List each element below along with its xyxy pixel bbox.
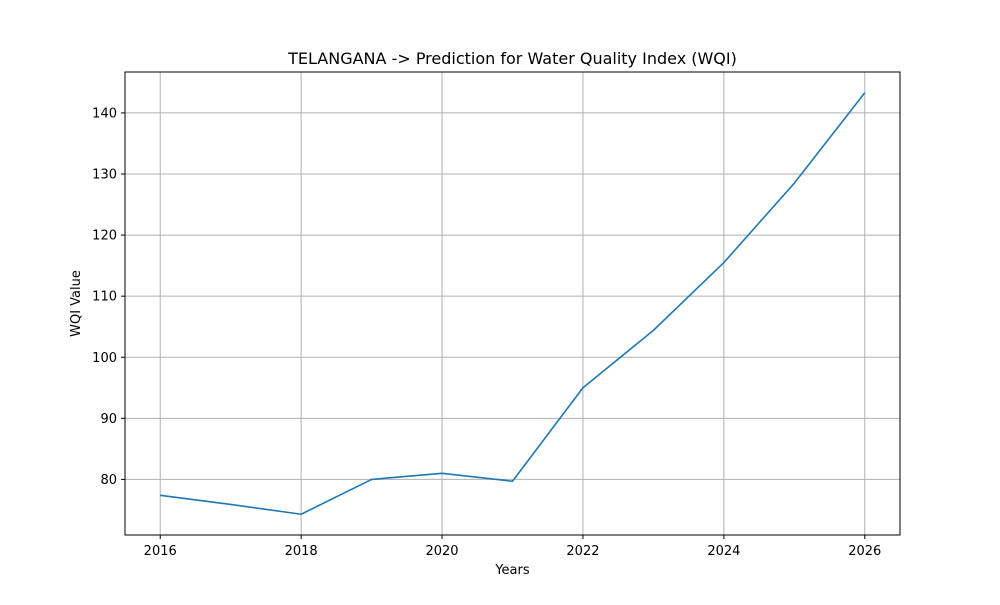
series-line <box>160 92 866 516</box>
x-tick-label: 2020 <box>425 544 458 559</box>
x-tick-label: 2018 <box>285 544 318 559</box>
plot-frame <box>124 71 901 536</box>
x-axis-label: Years <box>494 563 530 578</box>
chart-title: TELANGANA -> Prediction for Water Qualit… <box>287 49 737 68</box>
y-tick-label: 140 <box>92 106 117 121</box>
series-layer <box>160 92 866 516</box>
grid-lines <box>125 72 900 535</box>
y-axis-ticks: 80 90 100 110 120 130 140 <box>92 106 125 488</box>
x-tick-label: 2026 <box>848 544 881 559</box>
x-tick-label: 2016 <box>144 544 177 559</box>
y-tick-label: 90 <box>100 412 117 427</box>
y-tick-label: 120 <box>92 229 117 244</box>
y-tick-label: 130 <box>92 168 117 183</box>
y-tick-label: 100 <box>92 351 117 366</box>
y-tick-label: 110 <box>92 290 117 305</box>
y-axis-label: WQI Value <box>69 270 84 337</box>
x-tick-label: 2022 <box>566 544 599 559</box>
y-tick-label: 80 <box>100 473 117 488</box>
x-axis-ticks: 2016 2018 2020 2022 2024 2026 <box>144 535 881 559</box>
x-tick-label: 2024 <box>707 544 740 559</box>
